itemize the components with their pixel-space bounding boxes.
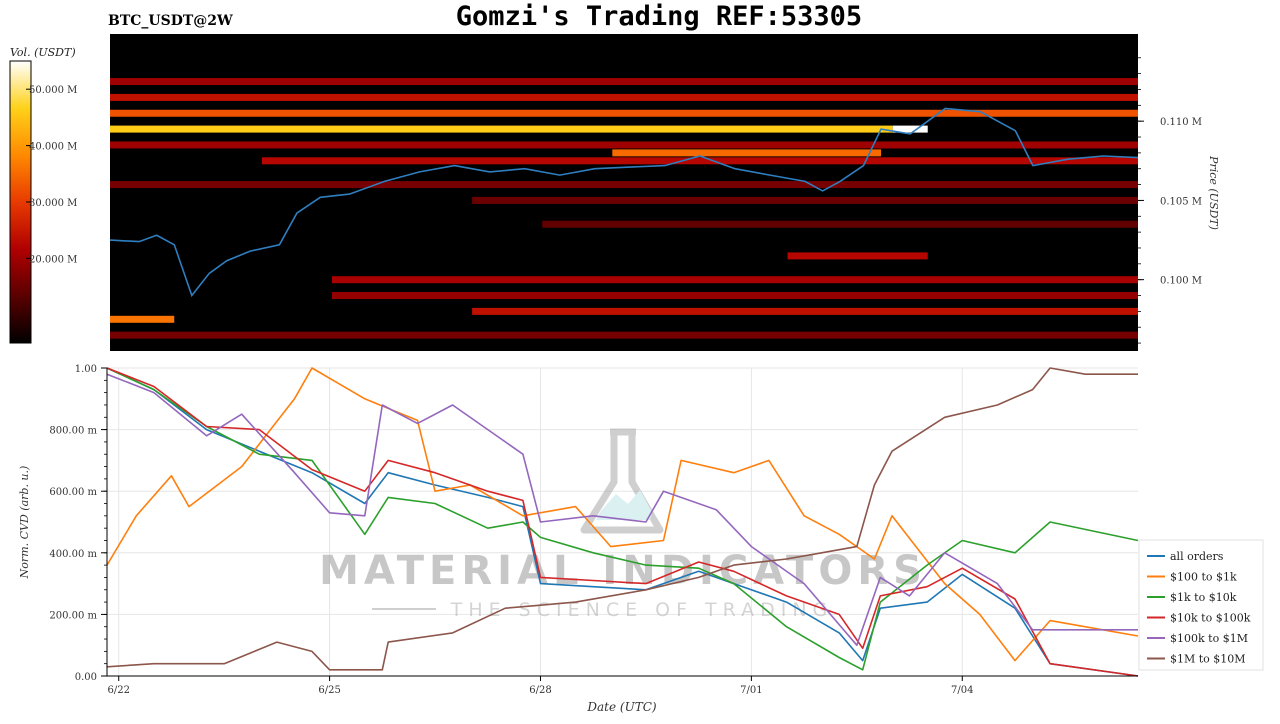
heatmap-band bbox=[110, 315, 175, 323]
heatmap-band bbox=[331, 292, 1138, 300]
cvd-xtick-label: 6/25 bbox=[318, 685, 340, 696]
heatmap-band bbox=[110, 125, 893, 133]
cvd-panel: MATERIAL INDICATORS THE SCIENCE OF TRADI… bbox=[18, 364, 1264, 714]
heatmap-band bbox=[261, 157, 1138, 165]
cvd-ytick-label: 0.00 bbox=[75, 672, 97, 683]
legend-box bbox=[1138, 539, 1264, 671]
watermark-name: MATERIAL INDICATORS bbox=[319, 548, 927, 594]
heatmap-ytick-label: 0.105 M bbox=[1160, 196, 1202, 207]
colorbar-tick-label: 30.000 M bbox=[29, 198, 77, 209]
cvd-xtick-label: 7/04 bbox=[951, 685, 973, 696]
heatmap-band bbox=[110, 93, 1138, 101]
cvd-ytick-label: 1.00 bbox=[75, 364, 97, 375]
heatmap-band bbox=[892, 125, 928, 133]
heatmap-ylabel: Price (USDT) bbox=[1207, 155, 1220, 230]
series-line-0 bbox=[106, 367, 1139, 677]
legend: all orders $100 to $1k $1k to $10k $10k to … bbox=[1138, 539, 1264, 671]
legend-label: $100k to $1M bbox=[1170, 632, 1248, 645]
legend-label: all orders bbox=[1170, 550, 1224, 563]
series-line-1 bbox=[106, 367, 1139, 662]
legend-label: $10k to $100k bbox=[1170, 612, 1251, 625]
heatmap-band bbox=[472, 307, 1138, 315]
heatmap-band bbox=[472, 196, 1138, 204]
cvd-ytick-label: 800.00 m bbox=[49, 426, 97, 437]
legend-label: $1k to $10k bbox=[1170, 591, 1237, 604]
cvd-xlabel: Date (UTC) bbox=[586, 700, 656, 714]
cvd-xtick-label: 6/22 bbox=[107, 685, 129, 696]
cvd-ytick-label: 200.00 m bbox=[49, 610, 97, 621]
legend-label: $1M to $10M bbox=[1170, 653, 1246, 666]
heatmap-band bbox=[612, 149, 881, 157]
colorbar-tick-label: 40.000 M bbox=[29, 142, 77, 153]
colorbar-tick-label: 50.000 M bbox=[29, 85, 77, 96]
colorbar: Vol. (USDT) 20.000 M 30.000 M 40.000 M 50.0… bbox=[9, 46, 77, 344]
heatmap-band bbox=[110, 109, 1138, 117]
heatmap-band bbox=[110, 78, 1138, 86]
chart-title: Gomzi's Trading REF:53305 bbox=[456, 1, 862, 32]
heatmap-ytick-label: 0.100 M bbox=[1160, 276, 1202, 287]
heatmap-band bbox=[542, 220, 1138, 228]
flask-icon bbox=[580, 428, 664, 534]
series-line-2 bbox=[106, 367, 1139, 671]
heatmap-ytick-label: 0.110 M bbox=[1160, 117, 1202, 128]
heatmap-band bbox=[331, 276, 1138, 284]
colorbar-tick-label: 20.000 M bbox=[29, 254, 77, 265]
cvd-ylabel: Norm. CVD (arb. u.) bbox=[18, 466, 31, 580]
heatmap-band bbox=[110, 141, 1138, 149]
heatmap-band bbox=[110, 181, 1138, 189]
cvd-ytick-label: 400.00 m bbox=[49, 549, 97, 560]
price-line bbox=[109, 107, 1139, 298]
cvd-ytick-label: 600.00 m bbox=[49, 487, 97, 498]
heatmap-band bbox=[110, 331, 1138, 339]
watermark: MATERIAL INDICATORS THE SCIENCE OF TRADI… bbox=[319, 428, 927, 621]
series-line-4 bbox=[106, 373, 1138, 646]
series-line-3 bbox=[106, 367, 1139, 677]
heatmap-panel: 0.100 M 0.105 M 0.110 M Price (USDT) bbox=[109, 34, 1220, 351]
symbol-label: BTC_USDT@2W bbox=[108, 13, 233, 29]
cvd-xtick-label: 7/01 bbox=[740, 685, 762, 696]
cvd-background bbox=[107, 368, 1138, 676]
series-line-5 bbox=[106, 367, 1138, 671]
colorbar-label: Vol. (USDT) bbox=[10, 46, 76, 59]
legend-label: $100 to $1k bbox=[1170, 571, 1237, 584]
heatmap-band bbox=[787, 252, 928, 260]
cvd-xtick-label: 6/28 bbox=[529, 685, 551, 696]
